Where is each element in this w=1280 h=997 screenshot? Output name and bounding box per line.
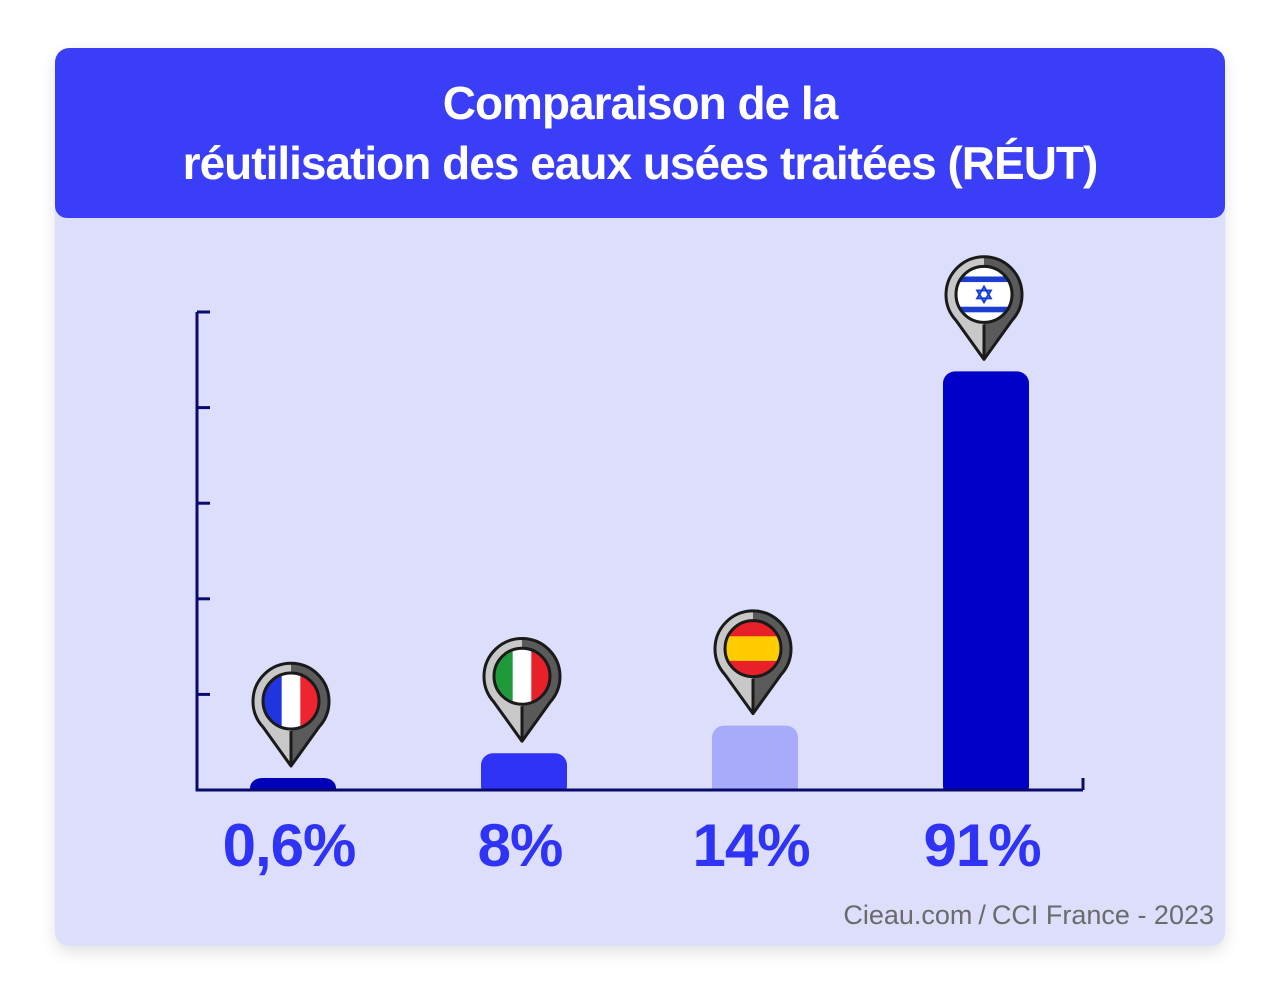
source-credit: Cieau.com / CCI France - 2023 [843, 900, 1214, 931]
title-banner: Comparaison de la réutilisation des eaux… [55, 48, 1225, 218]
spain-flag-icon [713, 609, 793, 716]
italy-flag-icon [482, 637, 562, 743]
bar-israël [943, 371, 1029, 798]
value-label: 8% [478, 812, 563, 879]
israel-flag-icon [944, 255, 1024, 361]
bar-espagne [712, 725, 798, 798]
baseline-mask [199, 791, 1085, 802]
chart-title-line-1: Comparaison de la [442, 77, 839, 129]
source-org: CCI France - 2023 [991, 900, 1214, 930]
bar-italie [481, 753, 567, 798]
source-site: Cieau.com [843, 900, 973, 930]
source-separator: / [978, 900, 986, 930]
value-label: 91% [923, 812, 1040, 879]
chart-title-line-2: réutilisation des eaux usées traitées (R… [182, 137, 1099, 189]
value-label: 0,6% [223, 812, 356, 879]
france-flag-icon [251, 661, 331, 768]
value-label: 14% [692, 812, 809, 879]
